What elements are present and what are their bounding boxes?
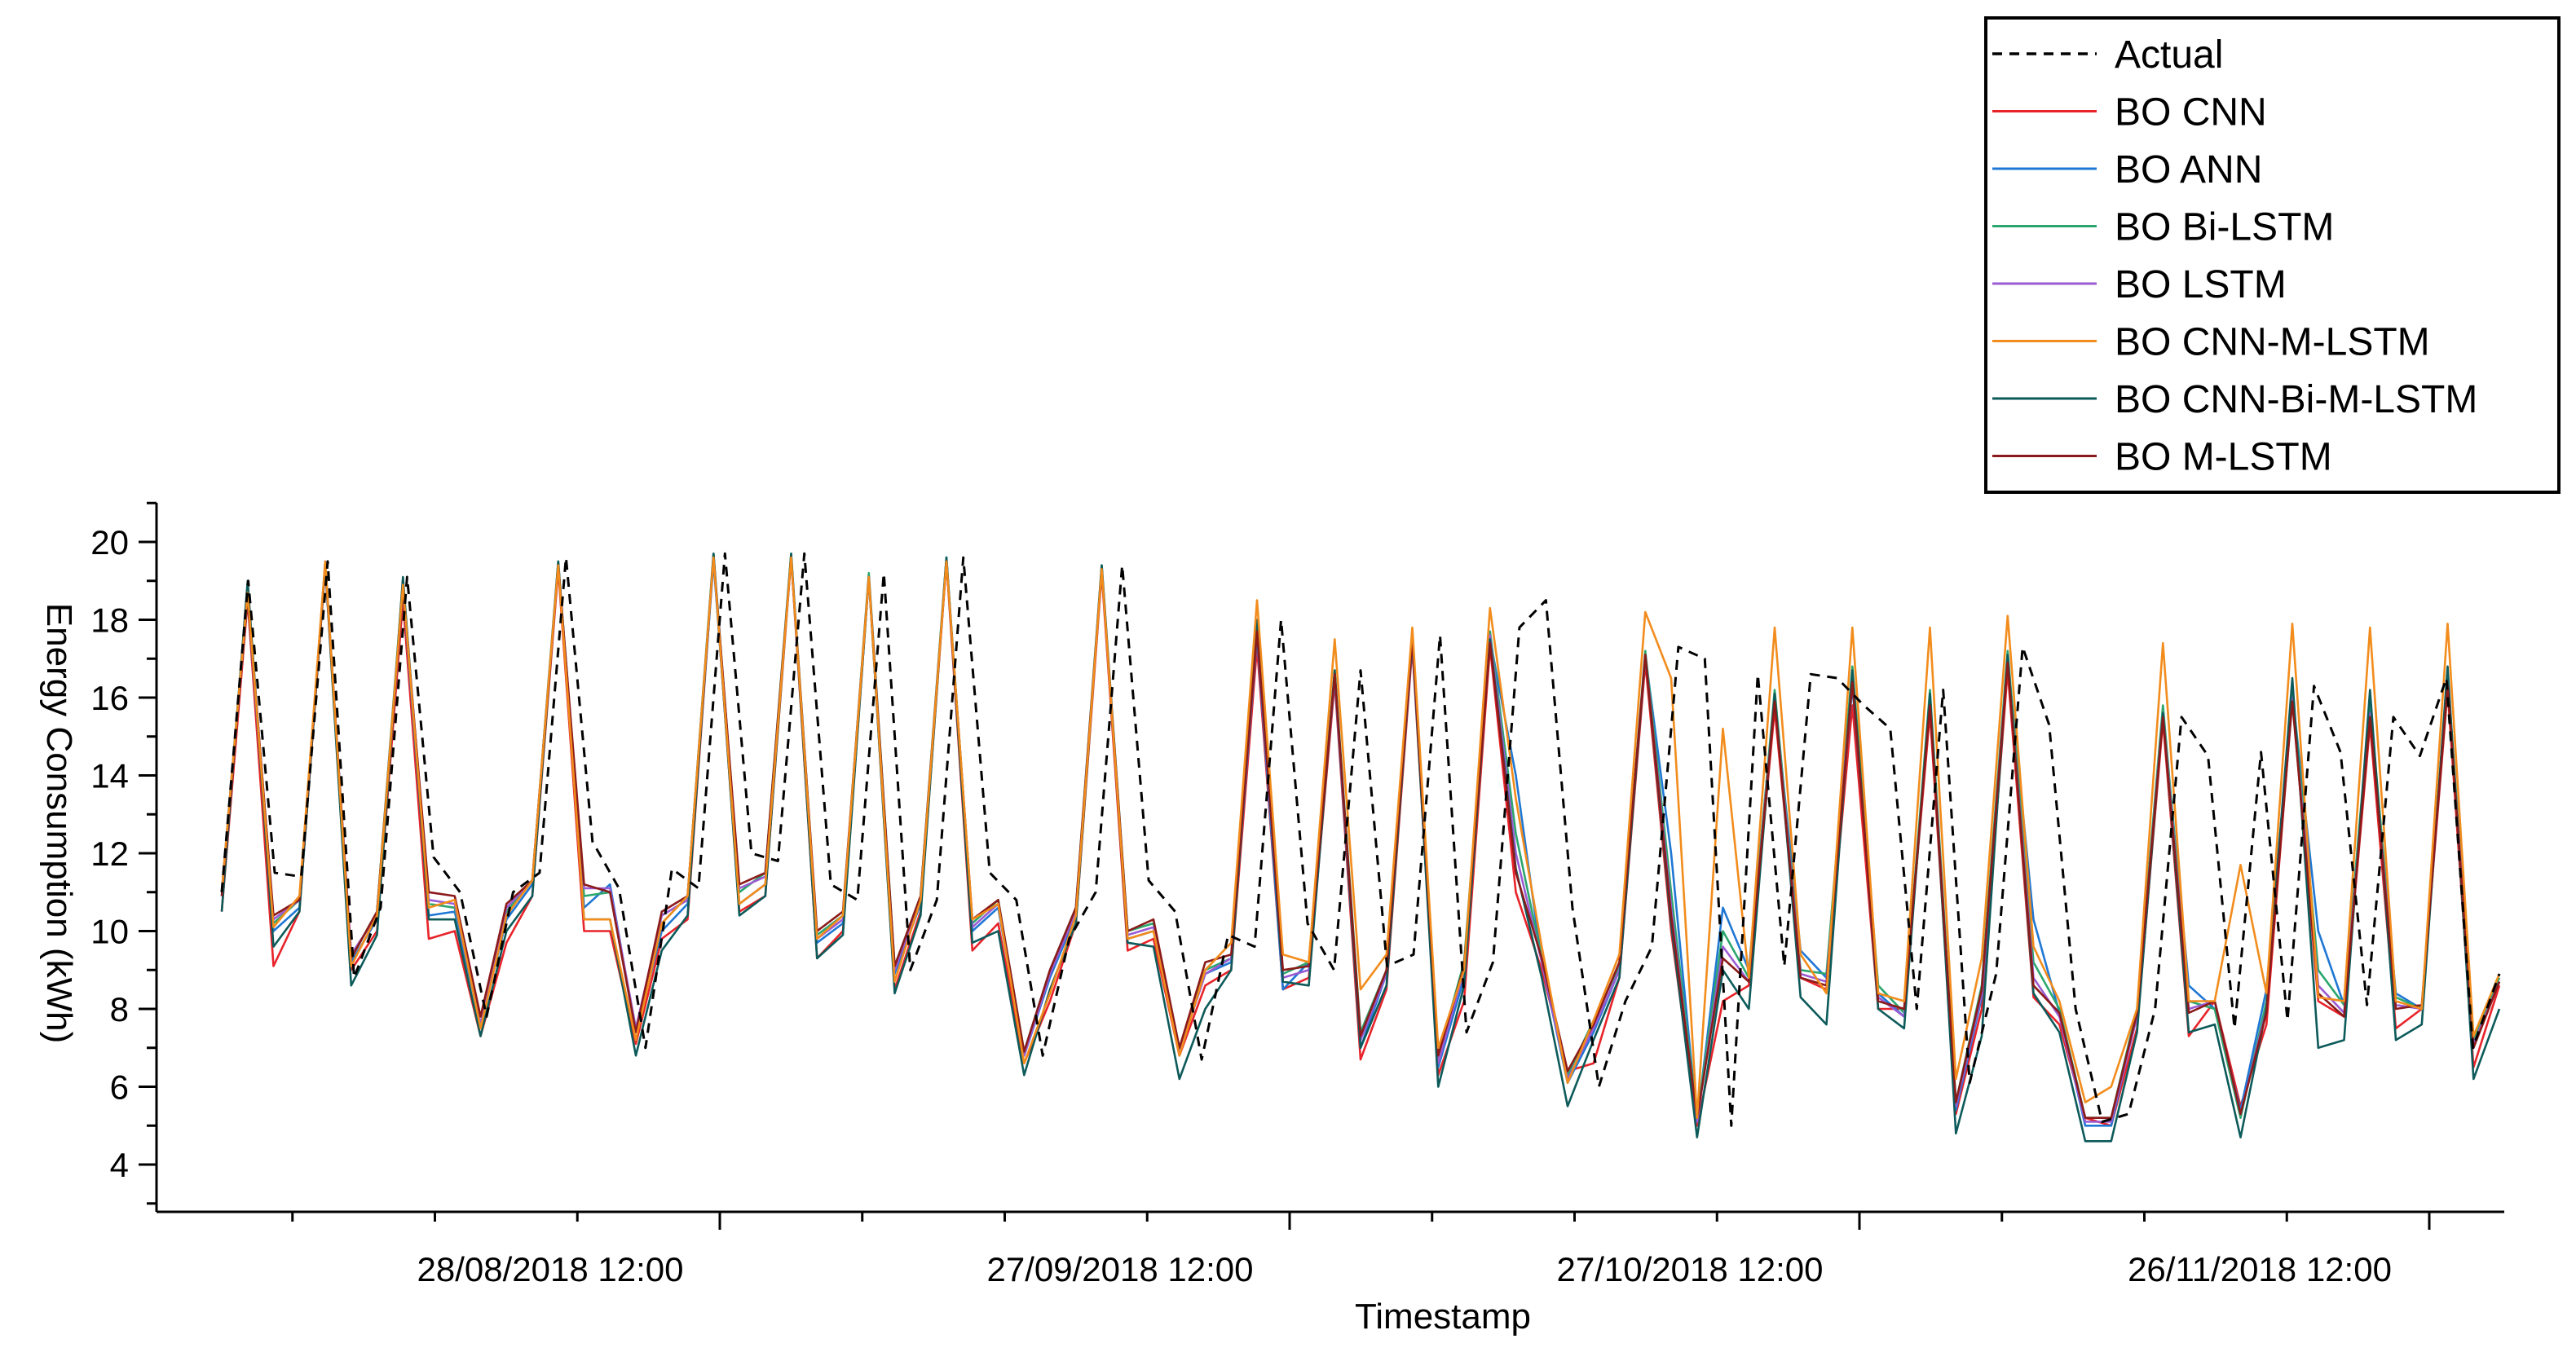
y-tick-label: 6 xyxy=(110,1068,129,1107)
legend-label: BO LSTM xyxy=(2115,263,2287,306)
legend-label: BO M-LSTM xyxy=(2115,436,2332,479)
legend-label: BO CNN xyxy=(2115,91,2267,134)
x-tick-label: 28/08/2018 12:00 xyxy=(417,1250,684,1288)
y-axis-title: Energy Consumption (kWh) xyxy=(39,603,79,1043)
x-ticks: 28/08/2018 12:00 27/09/2018 12:00 27/10/20… xyxy=(291,1212,2431,1288)
y-tick-label: 4 xyxy=(110,1146,129,1184)
y-tick-label: 18 xyxy=(90,601,129,640)
x-axis-title: Timestamp xyxy=(1355,1297,1531,1337)
legend-label: BO ANN xyxy=(2115,148,2262,192)
y-tick-label: 12 xyxy=(90,835,129,873)
legend: Actual BO CNN BO ANN BO Bi-LSTM BO LSTM BO CN… xyxy=(1984,16,2561,494)
y-ticks: 4 6 8 10 12 14 16 18 20 xyxy=(90,501,157,1205)
series-line-bo-cnn xyxy=(220,556,2501,1127)
x-tick-label: 27/09/2018 12:00 xyxy=(987,1250,1254,1288)
y-tick-label: 14 xyxy=(90,757,129,795)
legend-label: BO Bi-LSTM xyxy=(2115,206,2334,249)
y-tick-label: 10 xyxy=(90,913,129,951)
legend-label: Actual xyxy=(2115,33,2223,77)
y-tick-label: 16 xyxy=(90,679,129,717)
series-line-bo-m-lstm xyxy=(220,556,2501,1119)
series-line-bo-cnn-m-lstm xyxy=(220,556,2501,1119)
y-tick-label: 20 xyxy=(90,523,129,561)
legend-box xyxy=(1984,16,2561,494)
x-tick-label: 26/11/2018 12:00 xyxy=(2128,1250,2392,1288)
series-lines xyxy=(220,552,2501,1143)
legend-label: BO CNN-M-LSTM xyxy=(2115,321,2430,364)
x-tick-label: 27/10/2018 12:00 xyxy=(1557,1250,1824,1288)
legend-label: BO CNN-Bi-M-LSTM xyxy=(2115,378,2477,421)
y-tick-label: 8 xyxy=(110,990,129,1028)
series-line-actual xyxy=(220,552,2501,1127)
legend-items: Actual BO CNN BO ANN BO Bi-LSTM BO LSTM BO CN… xyxy=(1992,33,2477,479)
